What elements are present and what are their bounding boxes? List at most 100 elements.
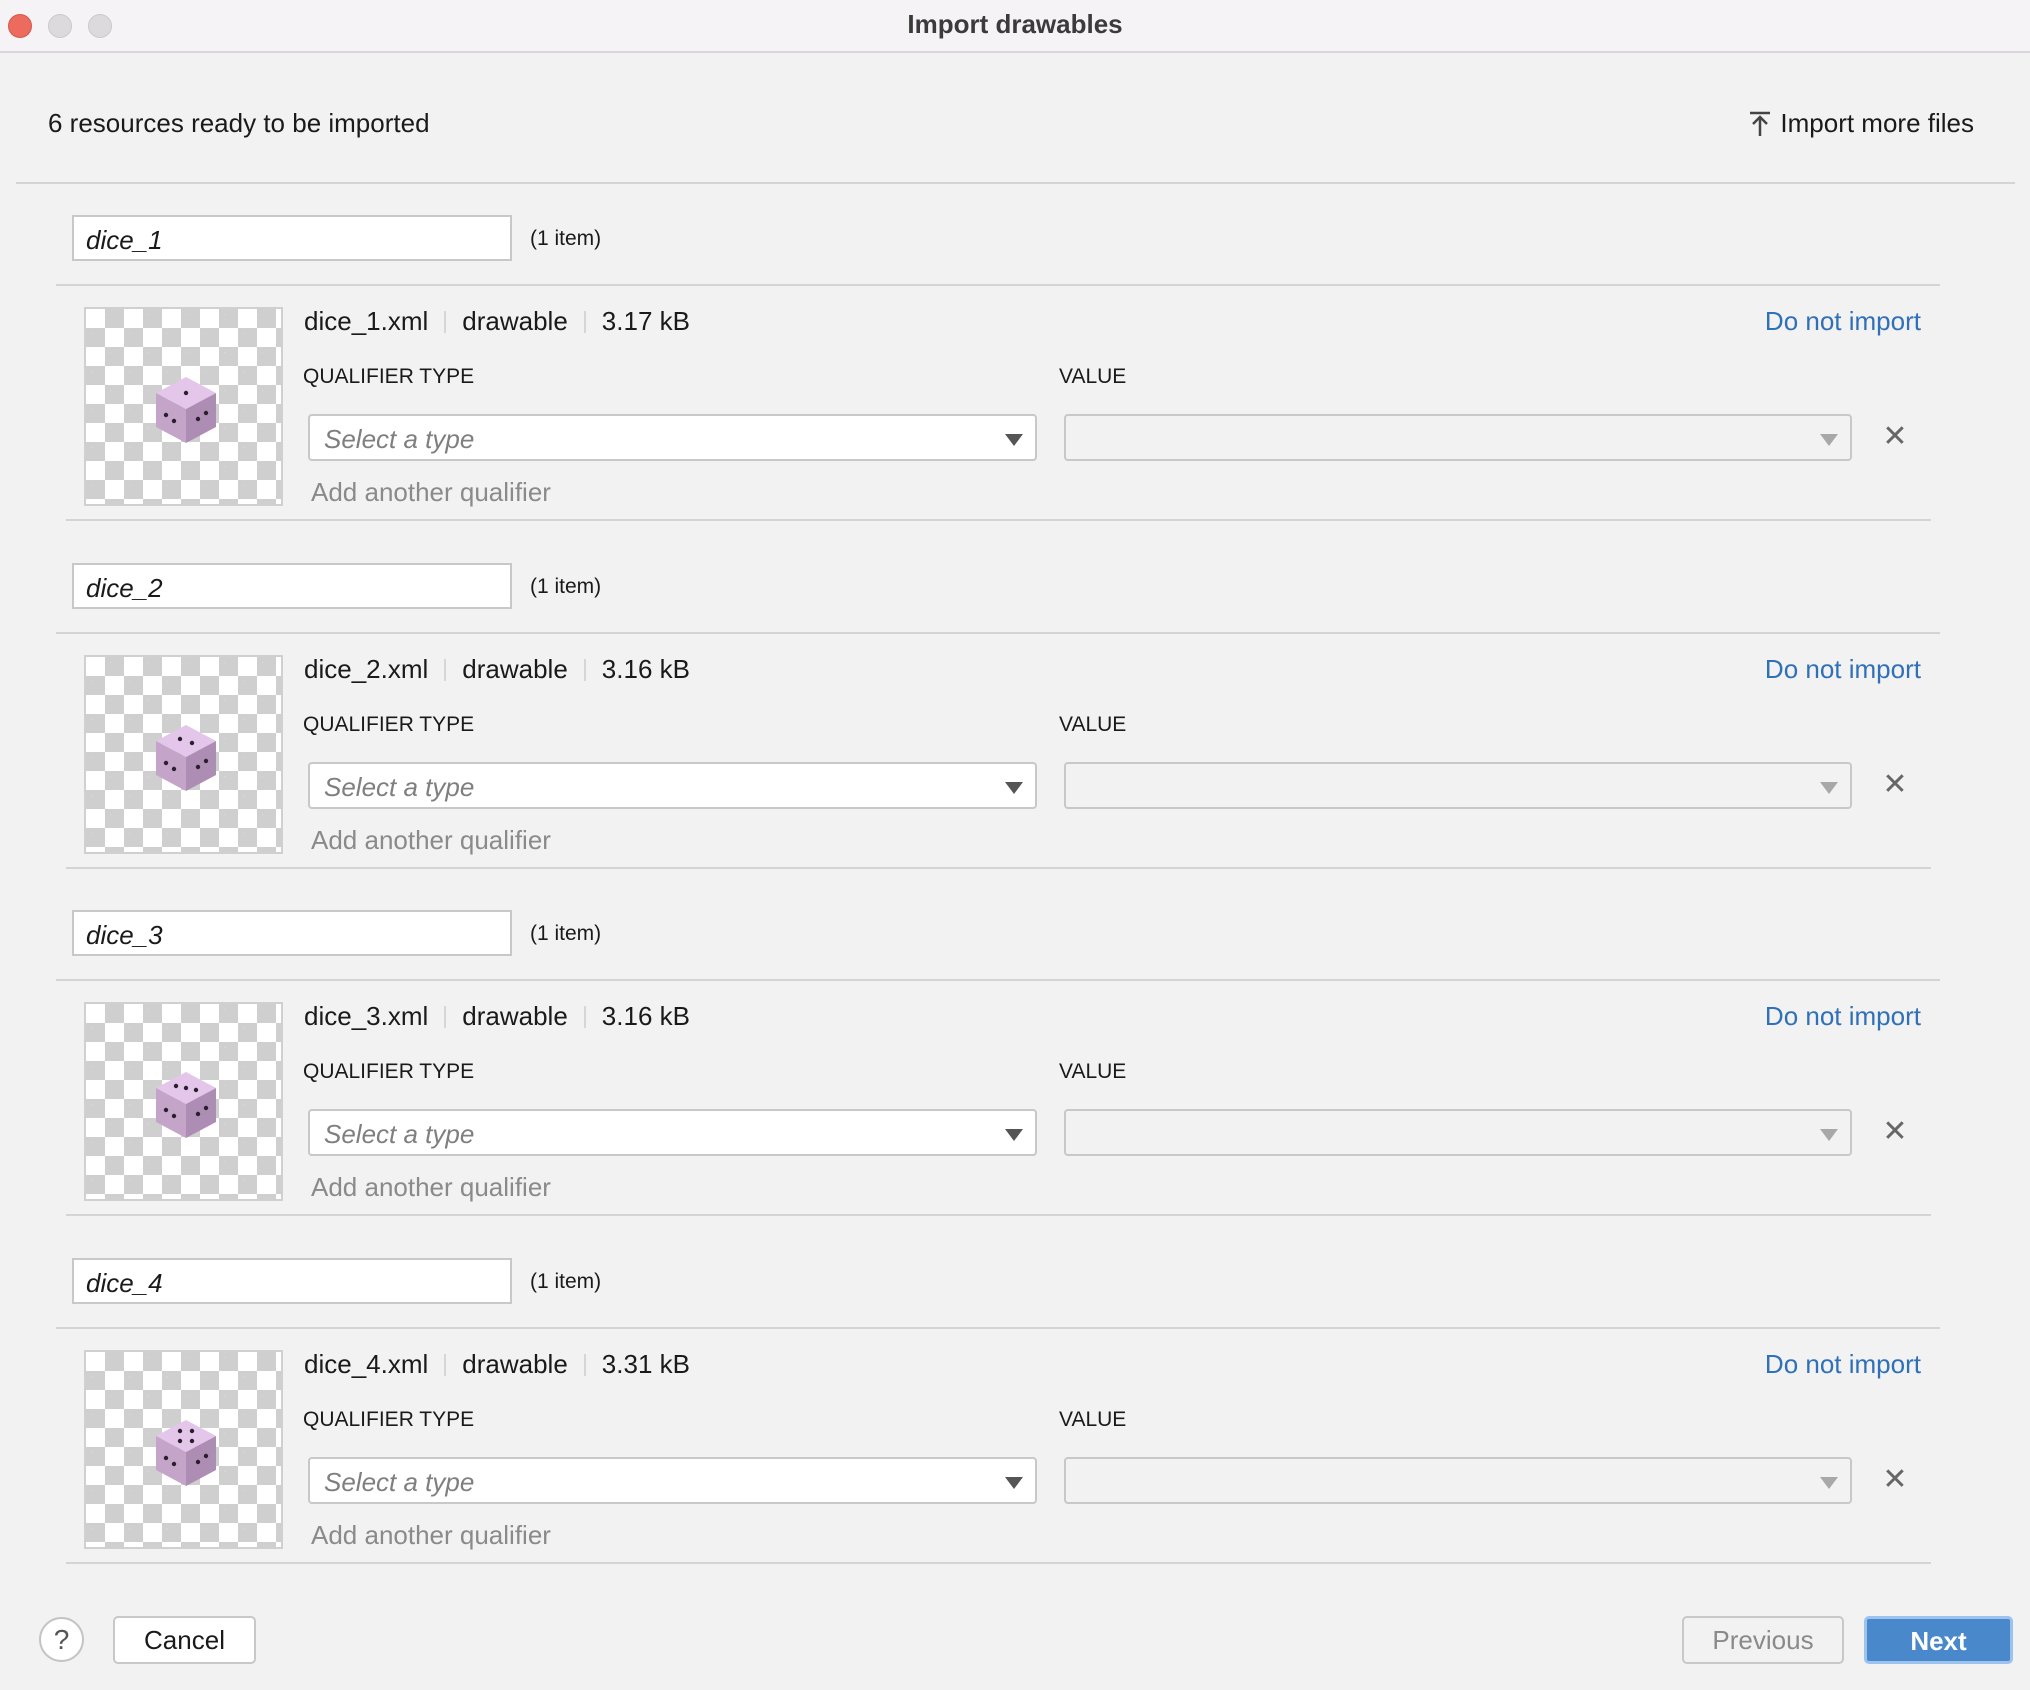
group-divider: [56, 1327, 1940, 1329]
qualifier-type-dropdown[interactable]: Select a type: [308, 414, 1037, 461]
header-divider: [16, 182, 2015, 184]
add-another-qualifier-link[interactable]: Add another qualifier: [311, 825, 551, 855]
dice-icon: [156, 1072, 216, 1138]
value-label: VALUE: [1059, 1060, 1127, 1083]
remove-qualifier-icon[interactable]: ✕: [1882, 768, 1908, 801]
divider: [444, 1353, 447, 1376]
item-count: (1 item): [530, 575, 602, 598]
dice-pip: [195, 1459, 201, 1465]
title-bar: Import drawables: [0, 0, 2030, 53]
import-more-files-button[interactable]: Import more files: [1748, 108, 1974, 139]
file-size: 3.17 kB: [601, 306, 690, 336]
resource-name-input[interactable]: dice_4: [72, 1258, 512, 1304]
qualifier-type-placeholder: Select a type: [324, 1467, 475, 1497]
group-divider: [56, 632, 1940, 634]
add-another-qualifier-link[interactable]: Add another qualifier: [311, 477, 551, 507]
resource-name-input[interactable]: dice_3: [72, 910, 512, 956]
divider: [583, 658, 586, 681]
window-title: Import drawables: [907, 9, 1123, 39]
dice-pip: [183, 1085, 189, 1091]
divider: [583, 310, 586, 333]
qualifier-type-dropdown[interactable]: Select a type: [308, 1109, 1037, 1156]
do-not-import-link[interactable]: Do not import: [1764, 654, 1921, 684]
add-another-qualifier-link[interactable]: Add another qualifier: [311, 1172, 551, 1202]
item-divider: [66, 1214, 1931, 1216]
file-type: drawable: [462, 654, 568, 684]
dice-icon: [156, 725, 216, 791]
group-divider: [56, 979, 1940, 981]
value-dropdown[interactable]: [1064, 414, 1852, 461]
qualifier-type-label: QUALIFIER TYPE: [303, 1060, 475, 1083]
item-count: (1 item): [530, 227, 602, 250]
dice-icon: [156, 377, 216, 443]
file-size: 3.16 kB: [601, 1001, 690, 1031]
file-type: drawable: [462, 1001, 568, 1031]
chevron-down-icon: [1820, 782, 1838, 794]
resources-summary: 6 resources ready to be imported: [48, 108, 430, 138]
qualifier-type-placeholder: Select a type: [324, 424, 475, 454]
cancel-button[interactable]: Cancel: [113, 1616, 256, 1664]
divider: [444, 1005, 447, 1028]
drawable-preview: [84, 655, 283, 854]
dice-pip: [171, 1113, 177, 1119]
dice-pip: [163, 1107, 169, 1113]
value-label: VALUE: [1059, 365, 1127, 388]
dice-pip: [171, 1461, 177, 1467]
do-not-import-link[interactable]: Do not import: [1764, 306, 1921, 336]
next-button[interactable]: Next: [1864, 1616, 2013, 1664]
value-dropdown[interactable]: [1064, 1109, 1852, 1156]
qualifier-type-dropdown[interactable]: Select a type: [308, 762, 1037, 809]
chevron-down-icon: [1005, 1129, 1023, 1141]
dice-pip: [195, 1111, 201, 1117]
close-window-button[interactable]: [8, 14, 32, 38]
divider: [444, 658, 447, 681]
resource-name-input[interactable]: dice_2: [72, 563, 512, 609]
chevron-down-icon: [1820, 1477, 1838, 1489]
dice-pip: [173, 1083, 179, 1089]
drawable-preview: [84, 307, 283, 506]
file-info: dice_2.xml drawable 3.16 kB: [304, 654, 690, 685]
file-name: dice_1.xml: [304, 306, 429, 336]
do-not-import-link[interactable]: Do not import: [1764, 1001, 1921, 1031]
remove-qualifier-icon[interactable]: ✕: [1882, 420, 1908, 453]
file-info: dice_1.xml drawable 3.17 kB: [304, 306, 690, 337]
minimize-window-button[interactable]: [48, 14, 72, 38]
dice-pip: [171, 418, 177, 424]
value-label: VALUE: [1059, 713, 1127, 736]
zoom-window-button[interactable]: [88, 14, 112, 38]
qualifier-type-placeholder: Select a type: [324, 772, 475, 802]
dice-pip: [189, 1428, 195, 1434]
dice-pip: [163, 760, 169, 766]
dice-pip: [195, 416, 201, 422]
help-button[interactable]: ?: [39, 1617, 84, 1662]
add-another-qualifier-link[interactable]: Add another qualifier: [311, 1520, 551, 1550]
dice-pip: [203, 758, 209, 764]
item-count: (1 item): [530, 1270, 602, 1293]
dice-pip: [177, 1428, 183, 1434]
file-type: drawable: [462, 1349, 568, 1379]
value-dropdown[interactable]: [1064, 1457, 1852, 1504]
file-type: drawable: [462, 306, 568, 336]
dice-pip: [177, 1438, 183, 1444]
dice-pip: [177, 736, 183, 742]
item-divider: [66, 519, 1931, 521]
dice-pip: [183, 390, 189, 396]
remove-qualifier-icon[interactable]: ✕: [1882, 1115, 1908, 1148]
resource-group: dice_3 (1 item) dice_3.xml drawable 3.16…: [0, 910, 2030, 1258]
chevron-down-icon: [1820, 1129, 1838, 1141]
divider: [583, 1353, 586, 1376]
previous-button[interactable]: Previous: [1682, 1616, 1844, 1664]
resource-name-input[interactable]: dice_1: [72, 215, 512, 261]
do-not-import-link[interactable]: Do not import: [1764, 1349, 1921, 1379]
file-name: dice_4.xml: [304, 1349, 429, 1379]
item-divider: [66, 1562, 1931, 1564]
value-label: VALUE: [1059, 1408, 1127, 1431]
dice-pip: [189, 1438, 195, 1444]
remove-qualifier-icon[interactable]: ✕: [1882, 1463, 1908, 1496]
chevron-down-icon: [1005, 1477, 1023, 1489]
resource-group: dice_2 (1 item) dice_2.xml drawable 3.16…: [0, 563, 2030, 911]
import-more-files-label: Import more files: [1780, 108, 1974, 138]
value-dropdown[interactable]: [1064, 762, 1852, 809]
qualifier-type-dropdown[interactable]: Select a type: [308, 1457, 1037, 1504]
drawable-preview: [84, 1350, 283, 1549]
